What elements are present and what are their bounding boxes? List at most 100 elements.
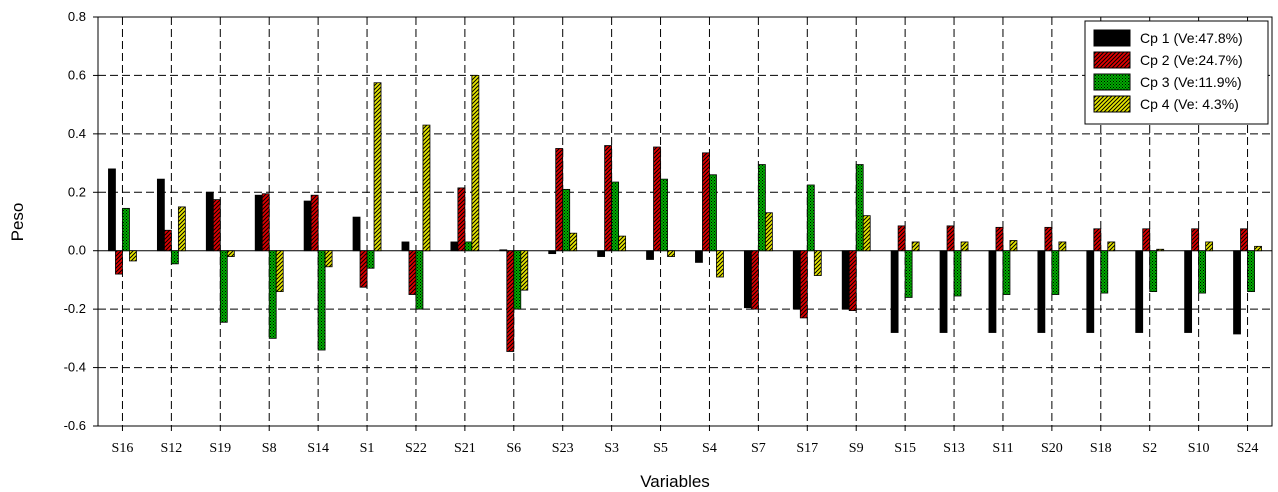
bar-cp4-s22 — [422, 124, 431, 252]
bar-cp1-s7 — [743, 250, 752, 309]
y-tick-label: 0.0 — [68, 243, 86, 258]
bar-cp4-s10 — [1205, 241, 1214, 252]
bar-cp2-s23 — [555, 148, 564, 252]
bar-cp2-s1 — [359, 250, 368, 288]
bar-cp3-s9 — [855, 164, 864, 252]
legend: Cp 1 (Ve:47.8%) Cp 2 (Ve:24.7%) Cp 3 (Ve:1… — [1084, 20, 1269, 125]
bar-cp1-s11 — [988, 250, 997, 333]
x-tick-label: S15 — [894, 441, 916, 456]
x-tick-label: S8 — [262, 441, 277, 456]
x-tick-label: S24 — [1237, 441, 1259, 456]
x-tick-label: S19 — [209, 441, 231, 456]
bar-cp4-s2 — [1156, 248, 1165, 252]
bar-cp2-s17 — [799, 250, 808, 319]
x-tick-label: S5 — [653, 441, 668, 456]
bar-cp4-s8 — [275, 250, 284, 293]
bar-cp1-s6 — [499, 249, 508, 252]
bar-cp3-s4 — [709, 174, 717, 252]
y-tick-label: 0.2 — [68, 184, 86, 199]
bar-cp4-s5 — [667, 250, 675, 257]
bar-cp1-s20 — [1037, 250, 1046, 333]
bar-cp3-s6 — [513, 250, 522, 310]
bar-cp4-s13 — [960, 241, 969, 252]
bar-cp2-s10 — [1191, 228, 1200, 252]
legend-label-cp1: Cp 1 (Ve:47.8%) — [1140, 30, 1243, 46]
bar-cp2-s4 — [702, 152, 710, 252]
bar-cp1-s23 — [548, 250, 557, 255]
bar-cp2-s22 — [408, 250, 417, 295]
legend-swatch-cp4 — [1093, 95, 1131, 113]
bar-cp3-s24 — [1247, 250, 1255, 293]
bar-cp2-s18 — [1093, 228, 1102, 252]
bar-cp4-s14 — [324, 250, 333, 268]
x-tick-label: S18 — [1090, 441, 1112, 456]
bar-cp4-s24 — [1254, 245, 1262, 252]
bar-cp3-s7 — [757, 164, 766, 252]
bar-cp3-s11 — [1002, 250, 1011, 295]
bar-cp3-s16 — [122, 207, 130, 252]
bar-cp2-s9 — [848, 250, 857, 312]
bar-cp4-s11 — [1009, 240, 1018, 252]
legend-items: Cp 1 (Ve:47.8%) Cp 2 (Ve:24.7%) Cp 3 (Ve:1… — [1093, 29, 1243, 113]
bar-cp2-s3 — [604, 145, 613, 252]
bar-cp1-s16 — [108, 168, 116, 252]
legend-swatch-cp3 — [1093, 73, 1131, 91]
x-tick-label: S4 — [702, 441, 717, 456]
bar-cp1-s1 — [352, 216, 361, 252]
y-axis-title: Peso — [8, 203, 27, 242]
x-tick-label: S20 — [1041, 441, 1063, 456]
bar-cp2-s15 — [897, 225, 906, 252]
bar-cp4-s21 — [471, 75, 480, 252]
bar-cp1-s17 — [792, 250, 801, 310]
bar-cp3-s18 — [1100, 250, 1109, 294]
bar-cp1-s9 — [841, 250, 850, 310]
x-axis-title: Variables — [640, 472, 710, 491]
bar-cp4-s17 — [813, 250, 822, 276]
bar-cp2-s13 — [946, 225, 955, 252]
bar-cp2-s21 — [457, 187, 466, 252]
bar-cp2-s11 — [995, 226, 1004, 252]
bar-cp3-s8 — [268, 250, 277, 339]
y-tick-label: -0.2 — [64, 301, 86, 316]
x-tick-label: S21 — [454, 441, 476, 456]
plot-frame — [97, 16, 1273, 427]
x-tick-labels: S16 S12 S19 S8 S14 S1 S22 S21 S6 S23 S3 S5 S4 S7 S17 S9… — [112, 441, 1259, 456]
x-tick-label: S6 — [506, 441, 521, 456]
bar-cp3-s22 — [415, 250, 424, 310]
bar-cp3-s3 — [611, 181, 620, 252]
bar-cp1-s13 — [939, 250, 948, 333]
bar-cp3-s2 — [1149, 250, 1158, 293]
bar-cp1-s15 — [890, 250, 899, 333]
bar-cp1-s8 — [254, 194, 263, 252]
bar-cp3-s19 — [219, 250, 228, 323]
bar-cp1-s18 — [1086, 250, 1095, 333]
x-tick-label: S2 — [1142, 441, 1157, 456]
bar-cp2-s8 — [261, 193, 270, 252]
legend-label-cp4: Cp 4 (Ve: 4.3%) — [1140, 96, 1239, 112]
bar-cp1-s3 — [597, 250, 606, 257]
bar-cp4-s9 — [862, 215, 871, 252]
bar-cp4-s18 — [1107, 241, 1116, 252]
y-tick-label: -0.4 — [64, 360, 86, 375]
x-tick-label: S22 — [405, 441, 427, 456]
bar-cp2-s12 — [163, 229, 172, 252]
bar-cp2-s20 — [1044, 226, 1053, 252]
bar-cp4-s19 — [226, 250, 235, 257]
bar-cp4-s20 — [1058, 241, 1067, 252]
bar-cp3-s21 — [464, 241, 473, 252]
y-tick-labels: -0.6 -0.4 -0.2 0.0 0.2 0.4 0.6 0.8 — [64, 9, 86, 433]
bar-cp1-s5 — [646, 250, 654, 260]
bar-cp2-s19 — [212, 199, 221, 252]
bar-cp2-s14 — [310, 194, 319, 252]
bar-cp2-s2 — [1142, 228, 1151, 252]
x-tick-label: S23 — [552, 441, 574, 456]
bar-cp4-s15 — [911, 241, 920, 252]
bar-cp3-s17 — [806, 184, 815, 252]
bar-cp1-s2 — [1135, 250, 1144, 333]
x-tick-label: S12 — [160, 441, 182, 456]
bar-cp3-s1 — [366, 250, 375, 269]
y-tick-label: 0.6 — [68, 67, 86, 82]
bar-cp4-s3 — [618, 235, 627, 252]
legend-label-cp3: Cp 3 (Ve:11.9%) — [1140, 74, 1242, 90]
bar-cp4-s16 — [129, 250, 137, 262]
